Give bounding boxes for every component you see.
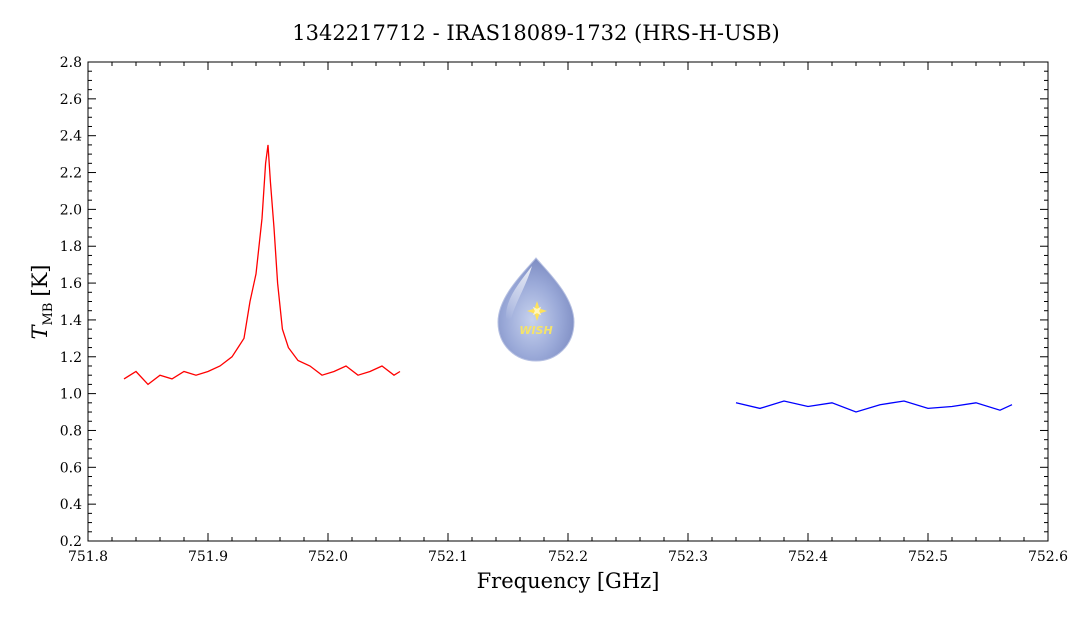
y-tick-label: 2.8 (60, 55, 82, 71)
y-tick-label: 0.2 (60, 534, 82, 550)
x-tick-label: 752.2 (548, 549, 588, 565)
spectrum-line-1 (123, 144, 401, 386)
x-tick-label: 752.4 (788, 549, 828, 565)
water-drop-star-icon: WISH (497, 257, 575, 362)
x-axis-label: Frequency [GHz] (477, 569, 660, 593)
plot-frame (87, 61, 1049, 542)
x-tick-label: 752.6 (1028, 549, 1068, 565)
x-tick-label: 752.3 (668, 549, 708, 565)
x-tick-label: 751.8 (68, 549, 108, 565)
y-axis-subscript: MB (41, 303, 56, 326)
y-axis-unit: [K] (28, 265, 52, 297)
y-tick-label: 0.6 (60, 460, 82, 476)
y-tick-label: 1.8 (60, 239, 82, 255)
y-tick-label: 1.4 (60, 313, 82, 329)
y-axis-label: TMB [K] (28, 265, 56, 340)
y-tick-label: 2.6 (60, 92, 82, 108)
chart-title: 1342217712 - IRAS18089-1732 (HRS-H-USB) (292, 21, 779, 45)
y-tick-label: 0.8 (60, 423, 82, 439)
x-tick-label: 751.9 (188, 549, 228, 565)
y-axis-symbol: T (28, 323, 52, 339)
spectrum-line-2 (735, 400, 1013, 413)
y-tick-label: 1.0 (60, 387, 82, 403)
y-tick-label: 1.6 (60, 276, 82, 292)
star-icon (527, 301, 547, 321)
x-tick-label: 752.5 (908, 549, 948, 565)
y-tick-label: 2.0 (60, 202, 82, 218)
axis-ticks: 751.8 751.9 752.0 752.1 752.2 752.3 752.4 752.5… (60, 55, 1068, 565)
series-layer (123, 144, 1013, 413)
y-tick-label: 0.4 (60, 497, 82, 513)
x-tick-label: 752.1 (428, 549, 468, 565)
y-tick-label: 1.2 (60, 350, 82, 366)
y-tick-label: 2.4 (60, 129, 82, 145)
logo-text: WISH (519, 324, 552, 337)
y-tick-label: 2.2 (60, 166, 82, 182)
x-tick-label: 752.0 (308, 549, 348, 565)
